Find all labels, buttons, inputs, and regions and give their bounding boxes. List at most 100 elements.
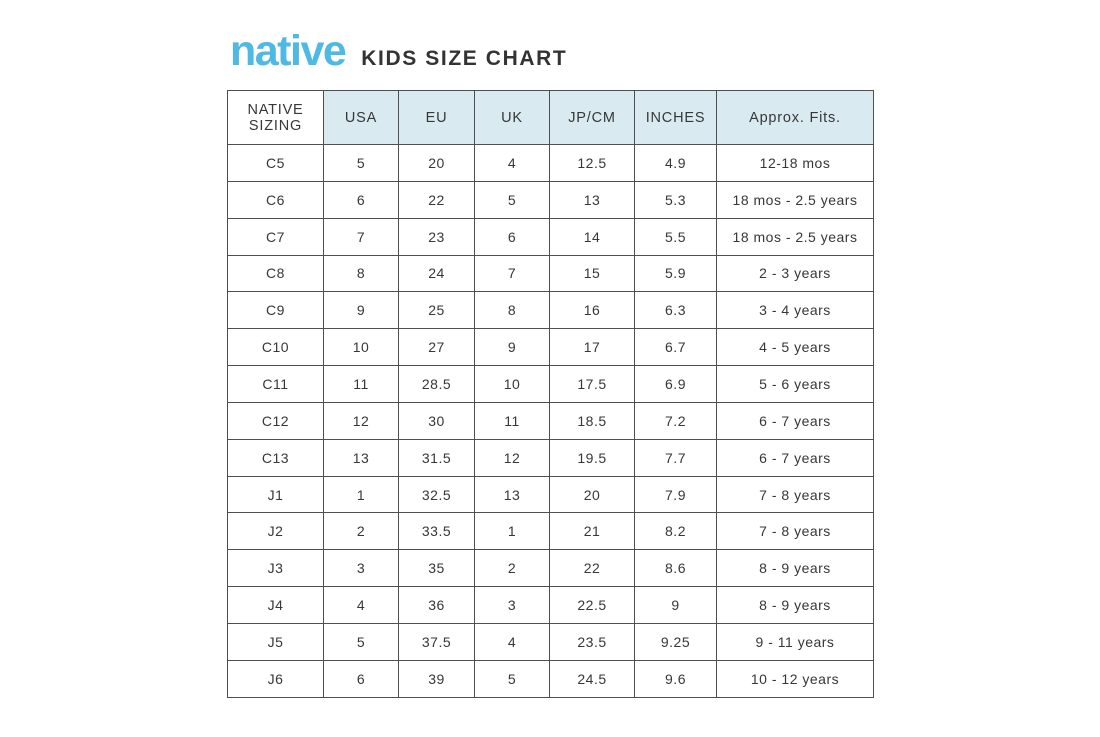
cell-usa: 9 xyxy=(323,291,399,330)
table-row: C8 8 24 7 15 5.9 2 - 3 years xyxy=(227,254,874,293)
cell-usa: 6 xyxy=(323,659,399,698)
cell-approx-fits: 2 - 3 years xyxy=(716,254,874,293)
cell-inches: 6.9 xyxy=(634,365,717,403)
cell-jp-cm: 12.5 xyxy=(549,144,635,182)
cell-uk: 4 xyxy=(474,622,550,661)
cell-inches: 5.9 xyxy=(634,254,717,293)
cell-uk: 10 xyxy=(474,365,550,403)
cell-uk: 11 xyxy=(474,401,550,440)
table-row: J5 5 37.5 4 23.5 9.25 9 - 11 years xyxy=(227,622,874,661)
cell-native-sizing: C6 xyxy=(227,180,324,219)
cell-approx-fits: 6 - 7 years xyxy=(716,438,874,477)
cell-jp-cm: 21 xyxy=(549,512,635,551)
cell-native-sizing: J6 xyxy=(227,659,324,698)
cell-inches: 4.9 xyxy=(634,144,717,182)
cell-usa: 2 xyxy=(323,512,399,551)
cell-eu: 28.5 xyxy=(398,365,475,403)
cell-jp-cm: 18.5 xyxy=(549,401,635,440)
cell-approx-fits: 8 - 9 years xyxy=(716,586,874,624)
cell-native-sizing: J2 xyxy=(227,512,324,551)
table-row: J3 3 35 2 22 8.6 8 - 9 years xyxy=(227,549,874,588)
cell-usa: 13 xyxy=(323,438,399,477)
table-row: C7 7 23 6 14 5.5 18 mos - 2.5 years xyxy=(227,217,874,256)
column-header-uk: UK xyxy=(474,90,550,145)
cell-uk: 7 xyxy=(474,254,550,293)
cell-native-sizing: J4 xyxy=(227,586,324,624)
cell-uk: 5 xyxy=(474,659,550,698)
table-row: J2 2 33.5 1 21 8.2 7 - 8 years xyxy=(227,512,874,551)
cell-native-sizing: C8 xyxy=(227,254,324,293)
cell-usa: 10 xyxy=(323,328,399,367)
table-row: C11 11 28.5 10 17.5 6.9 5 - 6 years xyxy=(227,365,874,403)
cell-jp-cm: 24.5 xyxy=(549,659,635,698)
cell-native-sizing: J1 xyxy=(227,475,324,514)
cell-usa: 5 xyxy=(323,144,399,182)
cell-approx-fits: 18 mos - 2.5 years xyxy=(716,217,874,256)
cell-uk: 13 xyxy=(474,475,550,514)
cell-approx-fits: 3 - 4 years xyxy=(716,291,874,330)
cell-eu: 31.5 xyxy=(398,438,475,477)
table-row: J4 4 36 3 22.5 9 8 - 9 years xyxy=(227,586,874,624)
cell-approx-fits: 5 - 6 years xyxy=(716,365,874,403)
table-row: C5 5 20 4 12.5 4.9 12-18 mos xyxy=(227,144,874,182)
cell-inches: 9 xyxy=(634,586,717,624)
cell-inches: 9.6 xyxy=(634,659,717,698)
cell-eu: 30 xyxy=(398,401,475,440)
cell-usa: 3 xyxy=(323,549,399,588)
cell-usa: 6 xyxy=(323,180,399,219)
column-header-jp-cm: JP/CM xyxy=(549,90,635,145)
cell-usa: 5 xyxy=(323,622,399,661)
cell-native-sizing: J5 xyxy=(227,622,324,661)
cell-native-sizing: J3 xyxy=(227,549,324,588)
cell-eu: 25 xyxy=(398,291,475,330)
cell-native-sizing: C12 xyxy=(227,401,324,440)
cell-jp-cm: 16 xyxy=(549,291,635,330)
cell-inches: 6.7 xyxy=(634,328,717,367)
cell-inches: 7.9 xyxy=(634,475,717,514)
cell-uk: 2 xyxy=(474,549,550,588)
cell-uk: 12 xyxy=(474,438,550,477)
cell-inches: 7.2 xyxy=(634,401,717,440)
cell-jp-cm: 20 xyxy=(549,475,635,514)
cell-eu: 23 xyxy=(398,217,475,256)
cell-approx-fits: 6 - 7 years xyxy=(716,401,874,440)
cell-approx-fits: 10 - 12 years xyxy=(716,659,874,698)
cell-approx-fits: 7 - 8 years xyxy=(716,512,874,551)
native-logo: native xyxy=(230,27,347,75)
cell-jp-cm: 22 xyxy=(549,549,635,588)
cell-jp-cm: 17 xyxy=(549,328,635,367)
cell-jp-cm: 22.5 xyxy=(549,586,635,624)
cell-approx-fits: 9 - 11 years xyxy=(716,622,874,661)
page-title: KIDS SIZE CHART xyxy=(361,47,568,70)
table-row: C13 13 31.5 12 19.5 7.7 6 - 7 years xyxy=(227,438,874,477)
cell-uk: 5 xyxy=(474,180,550,219)
column-header-approx-fits: Approx. Fits. xyxy=(716,90,874,145)
cell-eu: 35 xyxy=(398,549,475,588)
cell-approx-fits: 8 - 9 years xyxy=(716,549,874,588)
cell-usa: 7 xyxy=(323,217,399,256)
size-table-body: C5 5 20 4 12.5 4.9 12-18 mos C6 6 22 5 13 5.3 18 mos … xyxy=(227,144,874,698)
cell-native-sizing: C10 xyxy=(227,328,324,367)
cell-inches: 8.2 xyxy=(634,512,717,551)
cell-native-sizing: C5 xyxy=(227,144,324,182)
cell-inches: 8.6 xyxy=(634,549,717,588)
cell-uk: 8 xyxy=(474,291,550,330)
table-row: C9 9 25 8 16 6.3 3 - 4 years xyxy=(227,291,874,330)
cell-jp-cm: 15 xyxy=(549,254,635,293)
cell-jp-cm: 13 xyxy=(549,180,635,219)
brand-header: native KIDS SIZE CHART xyxy=(230,30,567,73)
header-row: NATIVE SIZING USA EU UK JP/CM INCHES App… xyxy=(227,90,874,145)
cell-jp-cm: 19.5 xyxy=(549,438,635,477)
cell-native-sizing: C9 xyxy=(227,291,324,330)
cell-native-sizing: C7 xyxy=(227,217,324,256)
column-header-native-sizing: NATIVE SIZING xyxy=(227,90,324,145)
cell-approx-fits: 7 - 8 years xyxy=(716,475,874,514)
cell-native-sizing: C13 xyxy=(227,438,324,477)
cell-approx-fits: 4 - 5 years xyxy=(716,328,874,367)
table-row: C12 12 30 11 18.5 7.2 6 - 7 years xyxy=(227,401,874,440)
cell-inches: 5.3 xyxy=(634,180,717,219)
cell-eu: 37.5 xyxy=(398,622,475,661)
cell-eu: 33.5 xyxy=(398,512,475,551)
cell-usa: 1 xyxy=(323,475,399,514)
